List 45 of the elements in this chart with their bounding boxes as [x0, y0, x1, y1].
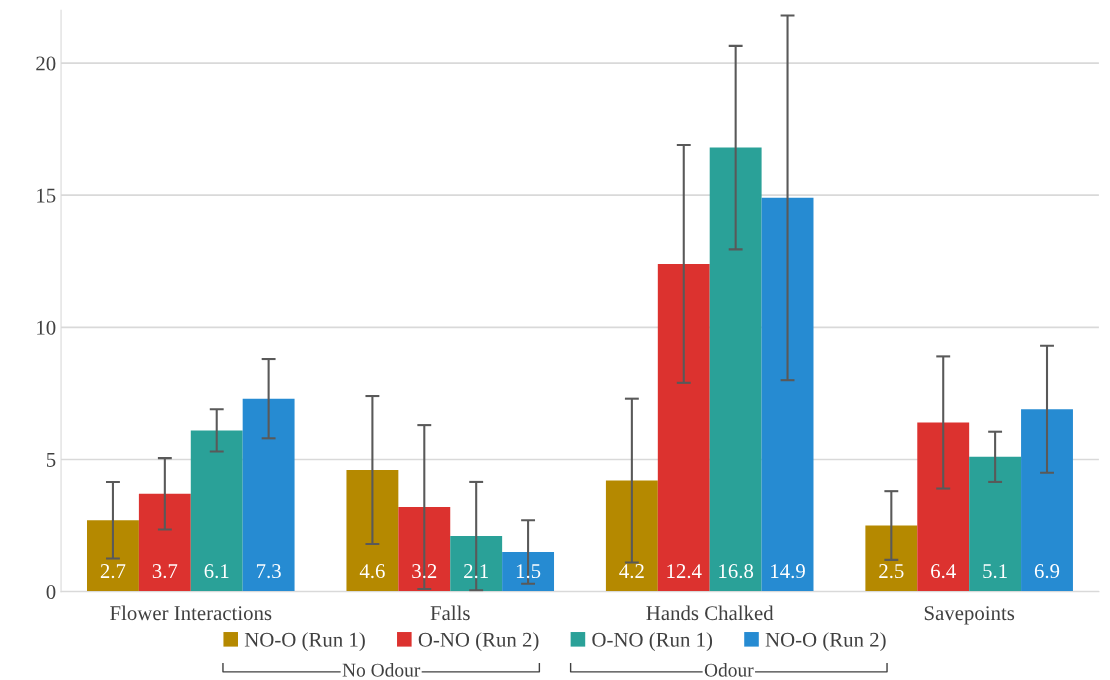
bar — [657, 263, 710, 592]
data-label: 14.9 — [771, 564, 805, 579]
y-tick-label: 10 — [37, 320, 56, 335]
data-label: 4.2 — [619, 564, 644, 579]
bar — [865, 525, 918, 592]
y-tick-label: 0 — [46, 584, 56, 600]
data-label: 6.9 — [1034, 564, 1060, 579]
text: No Odour — [342, 663, 421, 677]
data-label: 12.4 — [667, 564, 702, 579]
data-label: 6.4 — [931, 564, 956, 579]
data-label: 16.8 — [719, 564, 754, 579]
y-tick-label: 20 — [36, 56, 56, 71]
bar — [709, 147, 762, 592]
bar — [761, 197, 814, 592]
bar — [242, 398, 295, 592]
bar — [917, 422, 970, 592]
data-label: 2.5 — [879, 564, 904, 579]
text: Odour — [704, 663, 754, 677]
y-tick-label: 15 — [37, 188, 56, 203]
legend-label: NO-O (Run 1) — [244, 632, 365, 652]
bar — [190, 430, 243, 592]
x-tick-label: Flower Interactions — [110, 605, 272, 621]
y-tick-label: 5 — [46, 453, 56, 467]
data-label: 7.3 — [256, 564, 281, 579]
legend-label: NO-O (Run 2) — [765, 632, 886, 652]
bar — [87, 520, 139, 592]
x-tick-label: Savepoints — [924, 606, 1015, 625]
data-label: 4.6 — [359, 564, 385, 579]
bar — [138, 493, 191, 592]
bar — [450, 536, 503, 592]
data-label: 5.1 — [983, 564, 1007, 579]
data-label: 6.1 — [204, 564, 229, 579]
data-label: 3.7 — [152, 564, 178, 579]
x-tick-label: Hands Chalked — [646, 605, 774, 621]
bar — [398, 507, 451, 592]
bar — [502, 551, 555, 592]
bar — [1021, 409, 1073, 592]
data-label: 2.1 — [464, 564, 488, 579]
x-tick-label: Falls — [430, 605, 470, 621]
bar — [969, 456, 1022, 592]
legend-label: O-NO (Run 2) — [418, 632, 539, 652]
bar — [605, 480, 658, 592]
bar — [346, 470, 399, 592]
legend-label: O-NO (Run 1) — [592, 632, 713, 652]
data-label: 2.7 — [100, 564, 126, 579]
